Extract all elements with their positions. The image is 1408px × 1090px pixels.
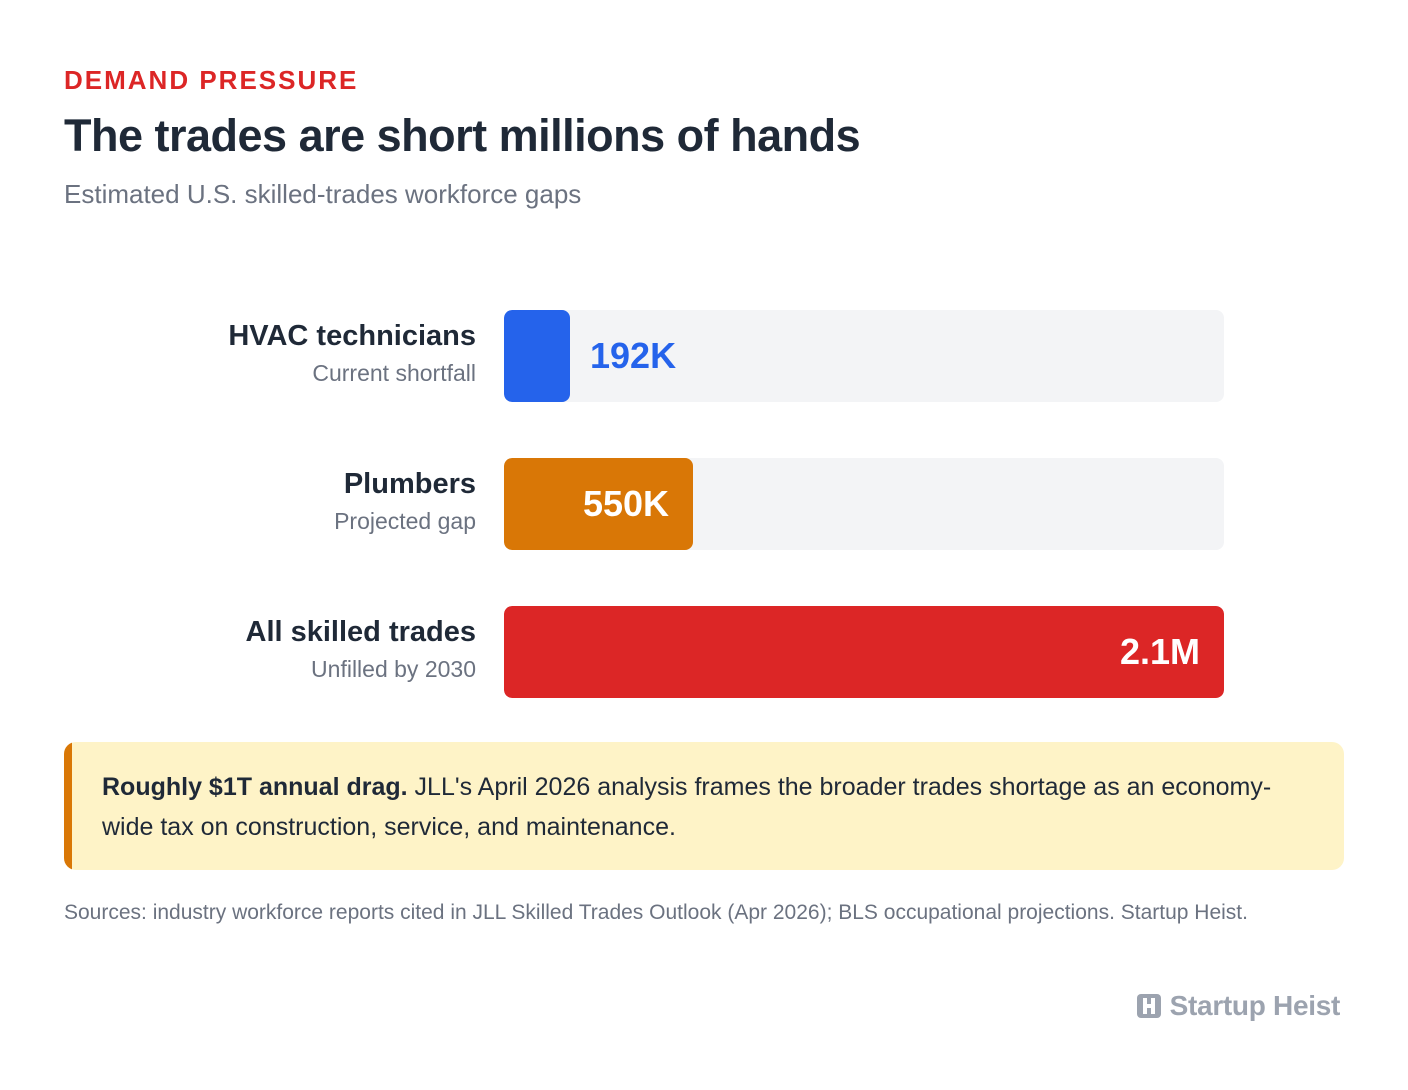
bar-track: 2.1M <box>504 606 1224 698</box>
bar-value-label: 550K <box>582 483 669 524</box>
brand-name: Startup Heist <box>1169 990 1341 1021</box>
category-note: Projected gap <box>334 508 476 534</box>
chart-subtitle: Estimated U.S. skilled-trades workforce … <box>64 179 582 209</box>
bar-row: HVAC technicians Current shortfall 192K <box>64 310 1344 402</box>
category-note: Unfilled by 2030 <box>311 656 476 682</box>
bar-chart: HVAC technicians Current shortfall 192K Plu… <box>64 310 1344 700</box>
category-label: All skilled trades Unfilled by 2030 <box>76 606 477 684</box>
bar-row: Plumbers Projected gap 550K <box>64 458 1344 550</box>
callout-box: Roughly $1T annual drag. JLL's April 202… <box>64 742 1344 870</box>
sources-note: Sources: industry workforce reports cite… <box>64 901 1248 924</box>
h-logo-icon <box>1136 994 1161 1018</box>
bar-value-label: 2.1M <box>1119 631 1200 672</box>
bar <box>504 606 1224 698</box>
callout-lead: Roughly $1T annual drag. <box>102 773 408 801</box>
kicker: DEMAND PRESSURE <box>64 65 359 95</box>
bar-value-label: 192K <box>590 335 677 376</box>
category-name: Plumbers <box>343 468 476 500</box>
category-label: HVAC technicians Current shortfall <box>76 310 476 388</box>
brand-mark: Startup Heist <box>1136 990 1340 1022</box>
chart-title: The trades are short millions of hands <box>64 110 861 161</box>
callout-text: Roughly $1T annual drag. JLL's April 202… <box>102 767 1302 847</box>
callout-body: JLL's April 2026 analysis frames the bro… <box>102 773 1272 841</box>
category-note: Current shortfall <box>312 360 476 386</box>
category-name: All skilled trades <box>245 616 477 648</box>
bar <box>504 310 570 402</box>
callout-accent-bar <box>64 742 72 870</box>
bar-row: All skilled trades Unfilled by 2030 2.1M <box>64 606 1344 698</box>
category-label: Plumbers Projected gap <box>76 458 476 536</box>
bar <box>504 458 693 550</box>
bar-track: 192K <box>504 310 1224 402</box>
bar-track: 550K <box>504 458 1224 550</box>
category-name: HVAC technicians <box>228 320 476 352</box>
infographic: DEMAND PRESSURE The trades are short mil… <box>64 64 1344 1021</box>
